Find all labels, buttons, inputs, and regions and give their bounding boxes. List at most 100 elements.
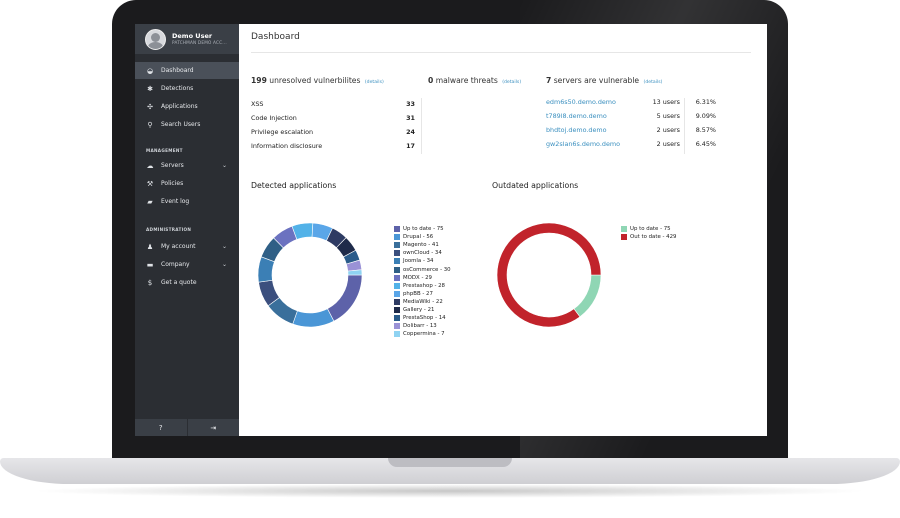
legend-swatch: [394, 298, 400, 305]
title-divider: [251, 52, 751, 53]
sidebar-item-detections[interactable]: ✱ Detections: [135, 80, 239, 97]
vuln-name: Code Injection: [251, 114, 297, 122]
vuln-name: Information disclosure: [251, 142, 323, 150]
legend-label: Prestashop - 28: [403, 282, 445, 289]
sidebar-item-my-account[interactable]: ♟ My account ⌄: [135, 238, 239, 255]
section-management: MANAGEMENT: [146, 148, 183, 153]
sidebar-item-applications[interactable]: ✣ Applications: [135, 98, 239, 115]
legend-item: Dolibarr - 13: [394, 322, 451, 330]
legend-label: Joomla - 34: [403, 258, 434, 265]
legend-label: ownCloud - 34: [403, 250, 442, 257]
vuln-count-cell: 31: [406, 114, 415, 122]
sidebar-item-label: Search Users: [161, 121, 201, 128]
legend-item: Up to date - 75: [394, 225, 451, 233]
sidebar-item-label: Company: [161, 261, 190, 268]
summary-vulnerabilities: 199 unresolved vulnerbilites (details): [251, 76, 384, 85]
screen: Demo User PATCHMAN DEMO ACC... ◒ Dashboa…: [135, 24, 767, 436]
chevron-down-icon: ⌄: [221, 243, 227, 250]
server-link[interactable]: gw2slan6s.demo.demo: [546, 140, 621, 148]
legend-item: Drupal - 56: [394, 233, 451, 241]
malware-text: malware threats: [435, 76, 498, 85]
legend-item: MODX - 29: [394, 274, 451, 282]
sidebar-item-label: Policies: [161, 180, 184, 187]
vuln-count-cell: 24: [406, 128, 415, 136]
legend-item: MediaWiki - 22: [394, 298, 451, 306]
sidebar-item-search-users[interactable]: ⚲ Search Users: [135, 116, 239, 133]
chevron-down-icon: ⌄: [221, 162, 227, 169]
legend-swatch: [394, 250, 400, 257]
page-title: Dashboard: [251, 32, 300, 42]
sidebar-item-servers[interactable]: ☁ Servers ⌄: [135, 157, 239, 174]
legend-label: Coppermina - 7: [403, 331, 445, 338]
server-link[interactable]: t789l8.demo.demo: [546, 112, 607, 120]
legend-swatch: [394, 258, 400, 265]
logout-icon[interactable]: ⇥: [210, 423, 217, 432]
table-row: bhdtoj.demo.demo 2 users 8.57%: [546, 126, 716, 140]
server-percent: 8.57%: [695, 126, 716, 134]
server-percent: 6.45%: [695, 140, 716, 148]
legend-swatch: [394, 274, 400, 281]
legend-label: phpBB - 27: [403, 290, 433, 297]
outdated-applications-legend: Up to date - 75 Out to date - 429: [621, 225, 676, 241]
server-link[interactable]: edm6s50.demo.demo: [546, 98, 616, 106]
legend-swatch: [394, 290, 400, 297]
legend-swatch: [394, 226, 400, 233]
vuln-count-cell: 17: [406, 142, 415, 150]
legend-item: osCommerce - 30: [394, 265, 451, 273]
user-panel[interactable]: Demo User PATCHMAN DEMO ACC...: [135, 24, 239, 54]
legend-swatch: [394, 306, 400, 313]
sidebar-item-label: Dashboard: [161, 67, 194, 74]
summary-malware: 0 malware threats (details): [428, 76, 521, 85]
legend-item: Prestashop - 28: [394, 282, 451, 290]
donut-slice-up-to-date[interactable]: [573, 274, 602, 318]
help-button[interactable]: ?: [135, 419, 188, 436]
detected-applications-legend: Up to date - 75 Drupal - 56 Magento - 41 ow…: [394, 225, 451, 338]
laptop-shadow: [30, 484, 870, 498]
legend-swatch: [394, 266, 400, 273]
legend-swatch: [394, 242, 400, 249]
table-row: XSS 33: [251, 100, 415, 114]
malware-details-link[interactable]: (details): [502, 80, 522, 85]
legend-label: MODX - 29: [403, 274, 432, 281]
legend-label: osCommerce - 30: [403, 266, 451, 273]
sidebar-bottom-bar: ? ⇥: [135, 419, 239, 436]
dashboard-icon: ◒: [146, 66, 154, 75]
detected-applications-donut: [257, 222, 363, 328]
legend-swatch: [621, 226, 627, 233]
sidebar-item-label: Get a quote: [161, 279, 197, 286]
vuln-details-link[interactable]: (details): [364, 80, 384, 85]
donut-slice-coppermina[interactable]: [347, 269, 363, 276]
donut-slice-out-to-date[interactable]: [496, 222, 602, 328]
donut-slice-drupal[interactable]: [292, 308, 335, 328]
column-divider: [421, 98, 422, 154]
servers-count: 7: [546, 76, 552, 85]
section-administration: ADMINISTRATION: [146, 227, 192, 232]
sidebar-item-label: Servers: [161, 162, 184, 169]
column-divider: [684, 98, 685, 154]
sidebar-item-dashboard[interactable]: ◒ Dashboard: [135, 62, 239, 79]
sidebar-item-policies[interactable]: ⚒ Policies: [135, 175, 239, 192]
servers-details-link[interactable]: (details): [643, 80, 663, 85]
sidebar-item-label: Detections: [161, 85, 194, 92]
main-content: Dashboard 199 unresolved vulnerbilites (…: [239, 24, 767, 436]
server-link[interactable]: bhdtoj.demo.demo: [546, 126, 607, 134]
server-table: edm6s50.demo.demo 13 users 6.31% t789l8.…: [546, 98, 716, 154]
gavel-icon: ⚒: [146, 179, 154, 188]
outdated-applications-title: Outdated applications: [492, 181, 579, 190]
legend-label: PrestaShop - 14: [403, 315, 446, 322]
server-percent: 9.09%: [695, 112, 716, 120]
puzzle-icon: ✣: [147, 102, 153, 111]
vuln-text: unresolved vulnerbilites: [269, 76, 361, 85]
summary-servers: 7 servers are vulnerable (details): [546, 76, 662, 85]
donut-slice-up-to-date[interactable]: [327, 274, 363, 322]
detected-applications-title: Detected applications: [251, 181, 337, 190]
table-row: gw2slan6s.demo.demo 2 users 6.45%: [546, 140, 716, 154]
sidebar-item-get-a-quote[interactable]: $ Get a quote: [135, 274, 239, 291]
sidebar-item-company[interactable]: ▬ Company ⌄: [135, 256, 239, 273]
briefcase-icon: ▬: [146, 260, 154, 269]
sidebar-item-event-log[interactable]: ▰ Event log: [135, 193, 239, 210]
legend-item: phpBB - 27: [394, 290, 451, 298]
legend-label: Gallery - 21: [403, 306, 435, 313]
legend-label: Drupal - 56: [403, 234, 434, 241]
legend-item: PrestaShop - 14: [394, 314, 451, 322]
